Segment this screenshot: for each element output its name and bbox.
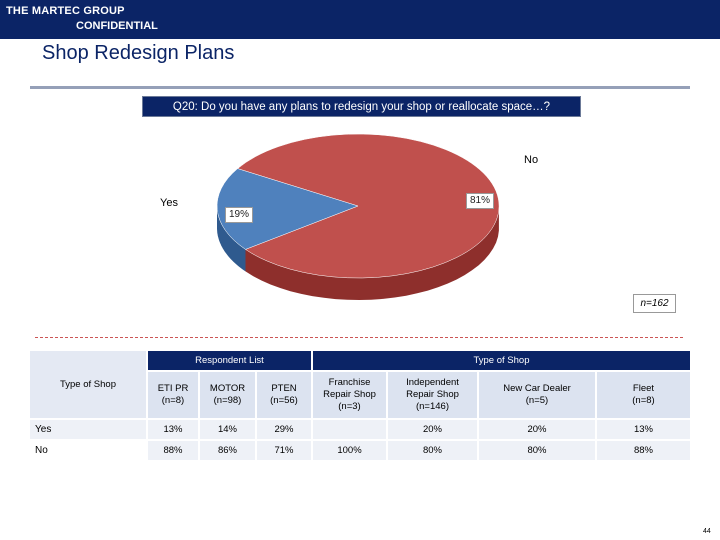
col-head-franchise: Franchise Repair Shop (n=3) bbox=[313, 372, 386, 418]
confidential-label: CONFIDENTIAL bbox=[76, 20, 158, 32]
col-head-pten: PTEN (n=56) bbox=[257, 372, 311, 418]
cell-yes-motor: 14% bbox=[200, 420, 255, 439]
cell-yes-newcar: 20% bbox=[479, 420, 595, 439]
pie-slice-yes-side bbox=[217, 206, 246, 272]
header-bar: THE MARTEC GROUP CONFIDENTIAL bbox=[0, 0, 720, 39]
group-respondent-list: Respondent List bbox=[148, 351, 311, 370]
page-number: 44 bbox=[703, 528, 711, 535]
sample-size-box: n=162 bbox=[633, 294, 676, 313]
cell-no-franchise: 100% bbox=[313, 441, 386, 460]
col-head-fleet: Fleet (n=8) bbox=[597, 372, 690, 418]
legend-label-yes: Yes bbox=[160, 197, 178, 209]
row-label-no: No bbox=[30, 441, 146, 460]
pie-pct-no: 81% bbox=[466, 193, 495, 209]
cell-no-motor: 86% bbox=[200, 441, 255, 460]
cell-yes-franchise bbox=[313, 420, 386, 439]
group-type-of-shop: Type of Shop bbox=[313, 351, 690, 370]
page-title: Shop Redesign Plans bbox=[42, 42, 235, 64]
cell-yes-pten: 29% bbox=[257, 420, 311, 439]
pie-slice-yes bbox=[216, 168, 359, 250]
col-head-eti-pr: ETI PR (n=8) bbox=[148, 372, 198, 418]
pie-chart bbox=[216, 133, 500, 300]
row-header-type-of-shop: Type of Shop bbox=[30, 351, 146, 418]
row-header-text: Type of Shop bbox=[60, 379, 116, 390]
col-head-new-car-dealer: New Car Dealer (n=5) bbox=[479, 372, 595, 418]
company-name: THE MARTEC GROUP bbox=[6, 5, 125, 17]
cell-no-eti: 88% bbox=[148, 441, 198, 460]
cell-no-pten: 71% bbox=[257, 441, 311, 460]
title-rule bbox=[30, 86, 690, 89]
col-head-independent: Independent Repair Shop (n=146) bbox=[388, 372, 477, 418]
cell-yes-eti: 13% bbox=[148, 420, 198, 439]
cell-yes-fleet: 13% bbox=[597, 420, 690, 439]
legend-label-no: No bbox=[524, 154, 539, 166]
pie-slice-no-side bbox=[245, 208, 499, 300]
col-head-motor: MOTOR (n=98) bbox=[200, 372, 255, 418]
dashed-divider bbox=[35, 337, 683, 338]
pie-slice-no bbox=[237, 133, 500, 279]
pie-pct-yes: 19% bbox=[225, 207, 254, 223]
cell-no-independent: 80% bbox=[388, 441, 477, 460]
question-box: Q20: Do you have any plans to redesign y… bbox=[142, 96, 581, 117]
row-label-yes: Yes bbox=[30, 420, 146, 439]
cell-no-newcar: 80% bbox=[479, 441, 595, 460]
cell-no-fleet: 88% bbox=[597, 441, 690, 460]
cell-yes-independent: 20% bbox=[388, 420, 477, 439]
